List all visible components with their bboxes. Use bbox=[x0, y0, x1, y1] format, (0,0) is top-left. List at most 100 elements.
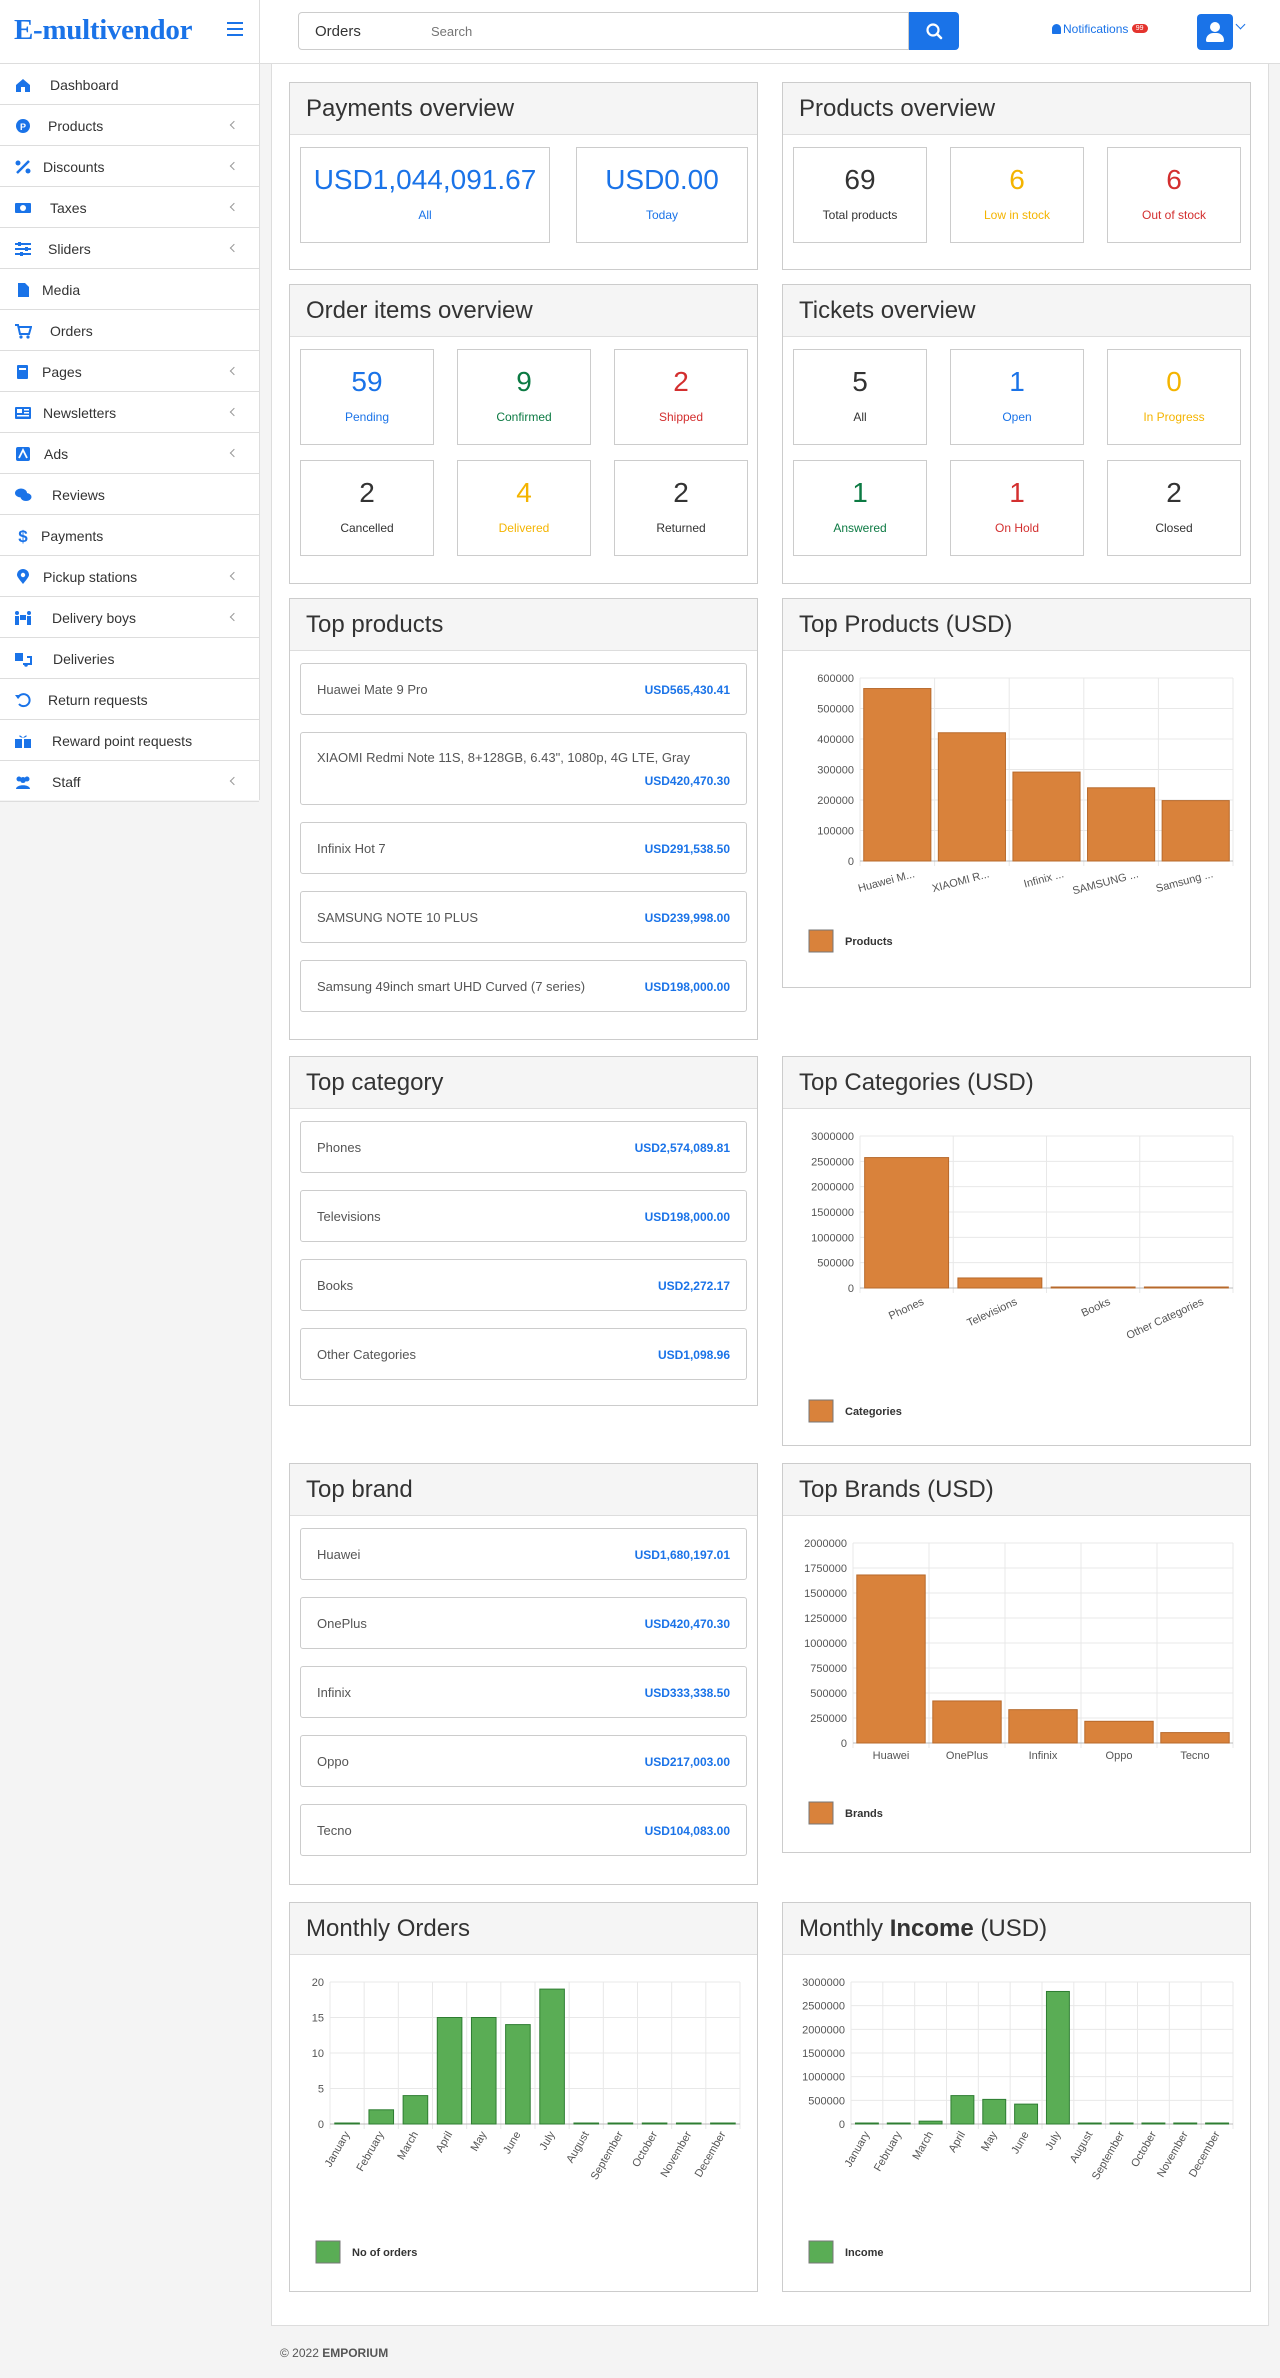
order_items-returned-card[interactable]: 2 Returned bbox=[614, 460, 748, 556]
bar-august[interactable] bbox=[1077, 2122, 1102, 2125]
bar-huawei-m-[interactable] bbox=[863, 688, 932, 862]
sidebar-item-discounts[interactable]: Discounts bbox=[0, 146, 259, 187]
list-item[interactable]: Phones USD2,574,089.81 bbox=[300, 1121, 747, 1173]
tickets-on-hold-card[interactable]: 1 On Hold bbox=[950, 460, 1084, 556]
bar-february[interactable] bbox=[886, 2122, 911, 2125]
tickets-all-card[interactable]: 5 All bbox=[793, 349, 927, 445]
payments-all-card[interactable]: USD1,044,091.67 All bbox=[300, 147, 550, 243]
bar-xiaomi-r-[interactable] bbox=[937, 732, 1006, 862]
sidebar-item-media[interactable]: Media bbox=[0, 269, 259, 310]
notifications-link[interactable]: Notifications 99 bbox=[1052, 22, 1148, 36]
low-stock-card[interactable]: 6 Low in stock bbox=[950, 147, 1084, 243]
order_items-delivered-card[interactable]: 4 Delivered bbox=[457, 460, 591, 556]
order_items-pending-card[interactable]: 59 Pending bbox=[300, 349, 434, 445]
tickets-closed-card[interactable]: 2 Closed bbox=[1107, 460, 1241, 556]
bar-books[interactable] bbox=[1050, 1286, 1136, 1289]
bar-phones[interactable] bbox=[864, 1157, 950, 1289]
bar-january[interactable] bbox=[334, 2122, 360, 2125]
list-item[interactable]: OnePlus USD420,470.30 bbox=[300, 1597, 747, 1649]
total-products-card[interactable]: 69 Total products bbox=[793, 147, 927, 243]
sidebar-item-deliveries[interactable]: Deliveries bbox=[0, 638, 259, 679]
sidebar-item-staff[interactable]: Staff bbox=[0, 761, 259, 802]
bar-tecno[interactable] bbox=[1160, 1732, 1230, 1744]
sidebar-item-pickup-stations[interactable]: Pickup stations bbox=[0, 556, 259, 597]
list-item[interactable]: Samsung 49inch smart UHD Curved (7 serie… bbox=[300, 960, 747, 1012]
payments-today-card[interactable]: USD0.00 Today bbox=[576, 147, 748, 243]
bar-january[interactable] bbox=[854, 2122, 879, 2125]
list-item[interactable]: Oppo USD217,003.00 bbox=[300, 1735, 747, 1787]
bar-april[interactable] bbox=[436, 2017, 463, 2125]
search-category-select[interactable]: Orders bbox=[298, 12, 426, 50]
list-item[interactable]: Huawei Mate 9 Pro USD565,430.41 bbox=[300, 663, 747, 715]
bar-march[interactable] bbox=[918, 2120, 943, 2125]
list-item[interactable]: Books USD2,272.17 bbox=[300, 1259, 747, 1311]
list-item[interactable]: XIAOMI Redmi Note 11S, 8+128GB, 6.43", 1… bbox=[300, 732, 747, 805]
sidebar-item-orders[interactable]: Orders bbox=[0, 310, 259, 351]
list-item[interactable]: Other Categories USD1,098.96 bbox=[300, 1328, 747, 1380]
bar-november[interactable] bbox=[1173, 2122, 1198, 2125]
bar-october[interactable] bbox=[641, 2122, 668, 2125]
list-item[interactable]: Tecno USD104,083.00 bbox=[300, 1804, 747, 1856]
bar-december[interactable] bbox=[1205, 2122, 1230, 2125]
sidebar-item-delivery-boys[interactable]: Delivery boys bbox=[0, 597, 259, 638]
sidebar-item-pages[interactable]: Pages bbox=[0, 351, 259, 392]
sidebar-item-return-requests[interactable]: Return requests bbox=[0, 679, 259, 720]
bar-televisions[interactable] bbox=[957, 1277, 1043, 1289]
bar-august[interactable] bbox=[573, 2122, 600, 2125]
bar-huawei[interactable] bbox=[856, 1574, 926, 1744]
list-item[interactable]: Infinix Hot 7 USD291,538.50 bbox=[300, 822, 747, 874]
list-item[interactable]: SAMSUNG NOTE 10 PLUS USD239,998.00 bbox=[300, 891, 747, 943]
bar-oppo[interactable] bbox=[1084, 1720, 1154, 1744]
bar-samsung-[interactable] bbox=[1087, 787, 1156, 862]
bar-oneplus[interactable] bbox=[932, 1700, 1002, 1744]
bar-december[interactable] bbox=[710, 2122, 736, 2125]
brand-logo[interactable]: E-multivendor bbox=[14, 14, 193, 46]
bar-july[interactable] bbox=[1045, 1990, 1070, 2125]
order_items-confirmed-card[interactable]: 9 Confirmed bbox=[457, 349, 591, 445]
tickets-in-progress-card[interactable]: 0 In Progress bbox=[1107, 349, 1241, 445]
legend-label[interactable]: Products bbox=[845, 936, 893, 948]
chevron-down-icon[interactable] bbox=[1235, 19, 1246, 30]
legend-label[interactable]: No of orders bbox=[352, 2247, 417, 2259]
bar-july[interactable] bbox=[539, 1988, 565, 2125]
list-item[interactable]: Infinix USD333,338.50 bbox=[300, 1666, 747, 1718]
bar-may[interactable] bbox=[982, 2098, 1007, 2125]
order_items-cancelled-card[interactable]: 2 Cancelled bbox=[300, 460, 434, 556]
bar-samsung-[interactable] bbox=[1161, 800, 1230, 862]
sidebar-item-payments[interactable]: $ Payments bbox=[0, 515, 259, 556]
bar-november[interactable] bbox=[675, 2122, 702, 2125]
bar-september[interactable] bbox=[1109, 2122, 1134, 2125]
sidebar-item-ads[interactable]: Ads bbox=[0, 433, 259, 474]
search-button[interactable] bbox=[909, 12, 959, 50]
bar-infinix-[interactable] bbox=[1012, 771, 1081, 862]
order_items-shipped-card[interactable]: 2 Shipped bbox=[614, 349, 748, 445]
bar-other-categories[interactable] bbox=[1143, 1286, 1229, 1289]
bar-september[interactable] bbox=[607, 2122, 634, 2125]
list-item[interactable]: Televisions USD198,000.00 bbox=[300, 1190, 747, 1242]
bar-april[interactable] bbox=[950, 2095, 975, 2125]
legend-label[interactable]: Categories bbox=[845, 1406, 902, 1418]
sidebar-item-taxes[interactable]: Taxes bbox=[0, 187, 259, 228]
legend-label[interactable]: Income bbox=[845, 2247, 884, 2259]
sidebar-item-products[interactable]: P Products bbox=[0, 105, 259, 146]
bar-february[interactable] bbox=[368, 2109, 395, 2125]
search-input[interactable] bbox=[425, 12, 909, 50]
tickets-open-card[interactable]: 1 Open bbox=[950, 349, 1084, 445]
out-of-stock-card[interactable]: 6 Out of stock bbox=[1107, 147, 1241, 243]
bar-infinix[interactable] bbox=[1008, 1709, 1078, 1744]
menu-toggle-icon[interactable] bbox=[227, 22, 243, 36]
bar-june[interactable] bbox=[1014, 2103, 1039, 2125]
sidebar-item-sliders[interactable]: Sliders bbox=[0, 228, 259, 269]
sidebar-item-newsletters[interactable]: Newsletters bbox=[0, 392, 259, 433]
bar-march[interactable] bbox=[402, 2095, 429, 2125]
user-avatar-button[interactable] bbox=[1197, 14, 1233, 50]
bar-october[interactable] bbox=[1141, 2122, 1166, 2125]
tickets-answered-card[interactable]: 1 Answered bbox=[793, 460, 927, 556]
sidebar-item-reward-point-requests[interactable]: Reward point requests bbox=[0, 720, 259, 761]
sidebar-item-reviews[interactable]: Reviews bbox=[0, 474, 259, 515]
sidebar-item-dashboard[interactable]: Dashboard bbox=[0, 64, 259, 105]
list-item[interactable]: Huawei USD1,680,197.01 bbox=[300, 1528, 747, 1580]
legend-label[interactable]: Brands bbox=[845, 1808, 883, 1820]
bar-may[interactable] bbox=[470, 2017, 497, 2125]
bar-june[interactable] bbox=[505, 2024, 531, 2125]
